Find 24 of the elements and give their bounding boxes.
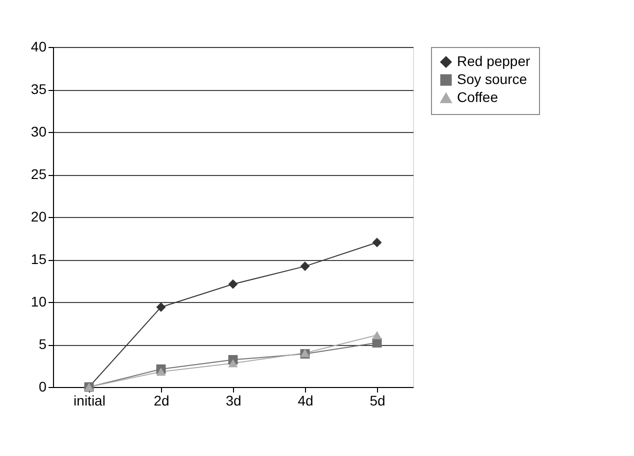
point — [300, 262, 310, 272]
y-tick-label: 0 — [38, 378, 47, 394]
legend-label: Coffee — [457, 89, 498, 105]
y-tick-label: 35 — [30, 81, 47, 97]
point — [156, 368, 166, 376]
point — [228, 359, 238, 368]
legend-label: Red pepper — [457, 53, 531, 69]
point — [372, 331, 382, 340]
y-tick-label: 30 — [30, 124, 47, 140]
y-tick-label: 10 — [30, 294, 47, 310]
point — [156, 302, 166, 312]
x-tick-label: 4d — [298, 392, 314, 408]
y-tick-label: 25 — [30, 166, 47, 182]
point — [372, 238, 382, 248]
point — [228, 279, 238, 289]
y-tick-label: 20 — [30, 208, 47, 224]
legend-label: Soy source — [457, 71, 528, 87]
y-tick-label: 40 — [30, 38, 47, 54]
x-tick-label: 5d — [370, 392, 386, 408]
y-tick-label: 15 — [30, 251, 47, 267]
y-tick-label: 5 — [38, 336, 47, 352]
x-tick-label: 3d — [226, 392, 242, 408]
x-tick-label: 2d — [154, 392, 170, 408]
x-tick-label: initial — [74, 392, 106, 408]
